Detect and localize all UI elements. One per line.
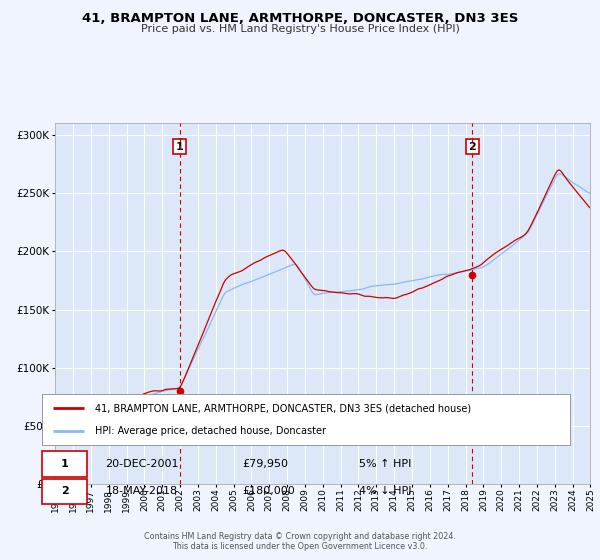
- Text: 41, BRAMPTON LANE, ARMTHORPE, DONCASTER, DN3 3ES: 41, BRAMPTON LANE, ARMTHORPE, DONCASTER,…: [82, 12, 518, 25]
- Text: This data is licensed under the Open Government Licence v3.0.: This data is licensed under the Open Gov…: [172, 542, 428, 550]
- Text: 4% ↓ HPI: 4% ↓ HPI: [359, 487, 412, 496]
- Text: Price paid vs. HM Land Registry's House Price Index (HPI): Price paid vs. HM Land Registry's House …: [140, 24, 460, 34]
- Text: HPI: Average price, detached house, Doncaster: HPI: Average price, detached house, Donc…: [95, 426, 326, 436]
- Text: 2: 2: [61, 487, 68, 496]
- Text: 41, BRAMPTON LANE, ARMTHORPE, DONCASTER, DN3 3ES (detached house): 41, BRAMPTON LANE, ARMTHORPE, DONCASTER,…: [95, 403, 471, 413]
- Text: 1: 1: [176, 142, 184, 152]
- Text: 2: 2: [469, 142, 476, 152]
- FancyBboxPatch shape: [42, 451, 87, 477]
- Text: 20-DEC-2001: 20-DEC-2001: [106, 459, 179, 469]
- Text: 18-MAY-2018: 18-MAY-2018: [106, 487, 178, 496]
- Text: 1: 1: [61, 459, 68, 469]
- Text: 5% ↑ HPI: 5% ↑ HPI: [359, 459, 411, 469]
- Text: £180,000: £180,000: [242, 487, 295, 496]
- Text: £79,950: £79,950: [242, 459, 289, 469]
- Text: Contains HM Land Registry data © Crown copyright and database right 2024.: Contains HM Land Registry data © Crown c…: [144, 532, 456, 541]
- FancyBboxPatch shape: [42, 479, 87, 504]
